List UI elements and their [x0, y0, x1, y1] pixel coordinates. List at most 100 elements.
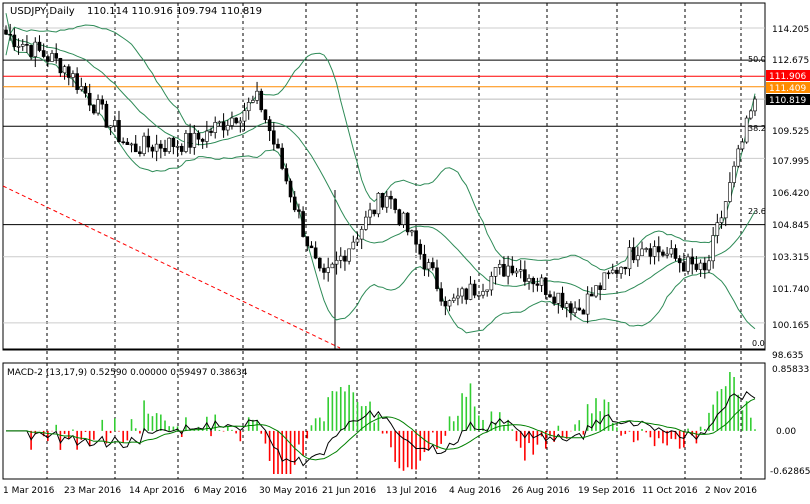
candle-body	[242, 110, 247, 122]
candle-body	[213, 122, 218, 133]
candle-body	[171, 137, 176, 147]
y-tick: 112.675	[772, 56, 809, 66]
candle-body	[669, 248, 674, 255]
candle-body	[92, 104, 96, 114]
candle-body	[133, 143, 138, 153]
candle-body	[142, 135, 146, 154]
candle-body	[560, 292, 565, 308]
candle-body	[217, 121, 222, 124]
fib-label: 50.0	[748, 55, 766, 64]
candle-body	[564, 303, 569, 308]
candle-body	[518, 269, 523, 272]
x-label: 6 May 2016	[194, 486, 247, 496]
macd-y-tick: 0.00	[776, 427, 796, 437]
candle-body	[238, 120, 243, 124]
candle-body	[740, 141, 745, 150]
x-label: 21 Jun 2016	[322, 486, 376, 496]
candle-body	[585, 293, 590, 315]
candle-body	[305, 236, 310, 247]
candle-body	[539, 277, 544, 286]
candle-body	[167, 137, 171, 152]
candle-body	[602, 272, 607, 290]
candle-body	[422, 253, 427, 270]
candle-body	[104, 103, 109, 128]
candle-body	[598, 285, 602, 290]
trendline	[2, 185, 341, 349]
candle-body	[702, 262, 707, 271]
candle-body	[493, 267, 498, 277]
candle-body	[372, 209, 377, 215]
candle-body	[451, 297, 456, 301]
candle-body	[619, 266, 623, 274]
candle-body	[648, 248, 653, 257]
candle-body	[380, 192, 385, 208]
candle-body	[29, 45, 33, 57]
candle-body	[33, 41, 38, 57]
candle-body	[665, 253, 669, 256]
candle-body	[108, 125, 113, 128]
candle-body	[523, 269, 527, 282]
candle-body	[41, 50, 46, 57]
candle-body	[347, 248, 351, 262]
ohlc-label: 110.114 110.916 109.794 110.819	[87, 6, 262, 17]
macd-layer	[6, 372, 756, 474]
candle-body	[271, 130, 276, 145]
x-label: 19 Sep 2016	[578, 486, 635, 496]
candle-body	[230, 117, 234, 126]
y-tick: 106.420	[772, 189, 809, 199]
candle-body	[485, 289, 490, 292]
x-label: 30 May 2016	[259, 486, 318, 496]
candle-body	[46, 56, 50, 62]
candles	[4, 23, 757, 324]
candle-body	[481, 291, 485, 296]
candle-body	[280, 147, 284, 169]
candle-body	[355, 238, 360, 243]
candle-body	[744, 117, 749, 143]
candle-body	[255, 90, 259, 101]
candle-body	[531, 277, 536, 285]
candle-body	[364, 216, 368, 230]
y-tick: 107.995	[772, 157, 809, 167]
candle-body	[623, 266, 628, 270]
candle-body	[389, 195, 393, 200]
candle-body	[690, 256, 695, 265]
candle-body	[569, 303, 573, 314]
candle-body	[627, 247, 632, 270]
candle-body	[527, 277, 531, 282]
candle-body	[502, 263, 506, 277]
candle-body	[640, 248, 644, 257]
candle-body	[694, 263, 699, 270]
candle-body	[376, 192, 381, 215]
candle-body	[556, 292, 561, 304]
candle-body	[732, 165, 736, 183]
candle-body	[677, 258, 682, 264]
candle-body	[661, 251, 665, 256]
x-label: 2 Nov 2016	[705, 486, 757, 496]
price-tag-text: 111.409	[769, 84, 806, 94]
y-tick: 101.740	[772, 285, 809, 295]
candle-body	[159, 143, 163, 149]
candle-body	[150, 146, 155, 152]
candle-body	[552, 296, 556, 304]
candle-body	[698, 262, 703, 270]
candle-body	[514, 270, 519, 274]
candle-body	[276, 143, 280, 149]
price-tag-text: 110.819	[769, 96, 806, 106]
y-tick: 100.165	[772, 321, 809, 331]
candle-body	[368, 209, 372, 218]
candle-body	[456, 295, 460, 299]
candle-body	[209, 130, 213, 133]
candle-body	[728, 182, 732, 202]
fib-label: 38.2	[748, 124, 766, 133]
candle-body	[610, 269, 615, 274]
candle-body	[184, 133, 188, 152]
candle-body	[573, 307, 577, 314]
candle-body	[410, 230, 414, 233]
bollinger-lower	[5, 35, 756, 334]
candle-body	[251, 100, 255, 103]
candle-body	[435, 267, 439, 289]
candle-body	[715, 222, 720, 236]
